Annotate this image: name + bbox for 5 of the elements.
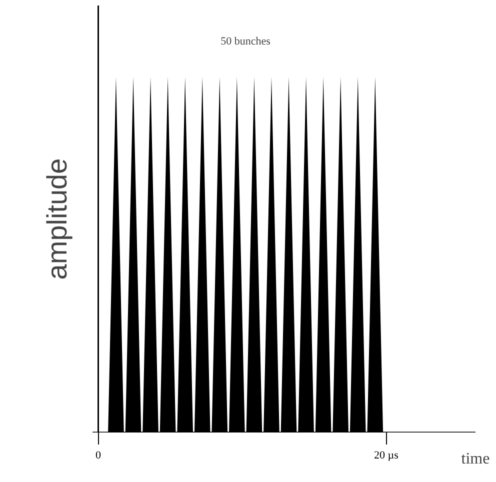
x-tick-label: 20 µs [374,450,398,462]
x-axis-title: time [461,450,490,468]
text: 50 bunches [220,36,270,48]
x-tick-label: 0 [96,450,102,462]
y-axis-title: amplitude [42,158,72,280]
